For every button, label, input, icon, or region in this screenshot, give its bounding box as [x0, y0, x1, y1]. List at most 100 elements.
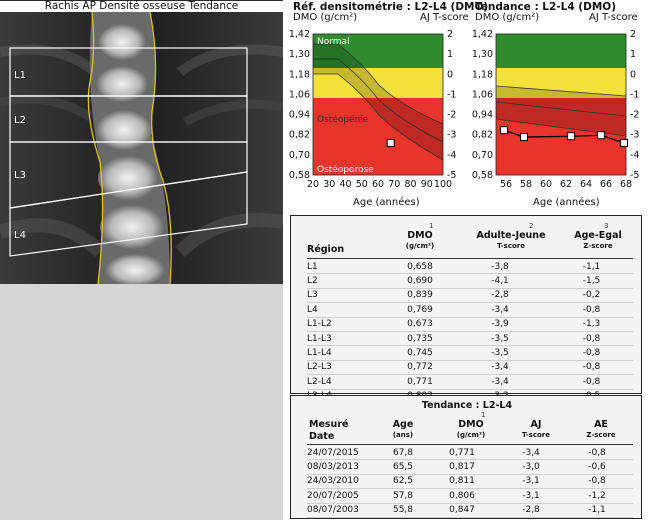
y-tick-label: 0,70: [472, 150, 493, 161]
zone-label-osteopenia: Ostéopénie: [317, 114, 369, 125]
z-score-cell: -1,5: [582, 276, 601, 287]
y2-tick-label: -2: [630, 110, 639, 121]
dmo-cell: 0,745: [407, 348, 433, 359]
x-tick-label: 90: [421, 179, 433, 190]
y-tick-label: 0,58: [472, 170, 493, 181]
y2-tick-label: -5: [630, 170, 639, 181]
zone-label-normal: Normal: [317, 37, 350, 47]
hdr-date: Date: [309, 431, 335, 442]
y2-tick-label: -2: [447, 110, 456, 121]
y2-tick-label: -4: [630, 150, 639, 161]
y-tick-label: 0,94: [472, 110, 493, 121]
t-score-cell: -3,1: [522, 490, 540, 501]
t-score-cell: -3,4: [491, 362, 509, 373]
col-num-1: 1: [429, 222, 434, 230]
trend-chart: 1,42 2 1,30 1 1,18 0 1,06 -1 0,94 -2 0,82 -3 0,70 -4 0…: [472, 29, 640, 190]
region-table-box: 1 2 3 DMO (g/cm²) Adulte-Jeune T-score A…: [290, 215, 642, 404]
date-cell: 24/07/2015: [307, 447, 359, 458]
empty-grey-area: [0, 284, 283, 520]
y-tick-label: 1,42: [289, 29, 310, 40]
trend-table-box: Tendance : L2-L4 1 Mesuré Date Age (ans)…: [290, 395, 642, 519]
z-score-cell: -0,8: [582, 333, 601, 344]
region-cell: L1-L3: [307, 333, 332, 344]
t-score-cell: -3,4: [491, 304, 509, 315]
table-row: L2-L3 0,772 -3,4 -0,8: [307, 360, 633, 375]
roi-label-l3: L3: [14, 170, 26, 181]
y-tick-label: 0,70: [289, 150, 310, 161]
y2-tick-label: 0: [630, 69, 636, 80]
x-tick-label: 20: [307, 179, 319, 190]
x-tick-label: 100: [434, 179, 452, 190]
trend-table-title: Tendance : L2-L4: [421, 400, 513, 411]
table-row: L2-L4 0,771 -3,4 -0,8: [307, 375, 633, 390]
t-score-cell: -3,5: [491, 348, 509, 359]
table-row: 08/03/2013 65,5 0,817 -3,0 -0,6: [307, 460, 633, 475]
trend-chart-right-unit: AJ T-score: [589, 12, 638, 23]
hdr-dmo: DMO: [407, 230, 433, 241]
y2-tick-label: -3: [630, 130, 639, 141]
t-score-cell: -3,5: [491, 333, 509, 344]
region-cell: L1-L2: [307, 319, 332, 330]
table-row: L4 0,769 -3,4 -0,8: [307, 303, 633, 318]
table-row: L1 0,658 -3,8 -1,1: [307, 260, 633, 274]
t-score-cell: -4,1: [491, 276, 509, 287]
z-score-cell: -1,1: [588, 505, 606, 516]
t-score-cell: -3,8: [491, 261, 509, 272]
dmo-cell: 0,673: [407, 319, 433, 330]
age-cell: 67,8: [392, 447, 414, 458]
hdr-aj: Adulte-Jeune: [476, 230, 546, 241]
table-row: 24/07/2015 67,8 0,771 -3,4 -0,8: [307, 446, 633, 460]
roi-label-l1: L1: [14, 70, 26, 81]
y2-tick-label: -3: [447, 130, 456, 141]
dmo-cell: 0,690: [407, 276, 433, 287]
data-point: [620, 138, 628, 147]
y-tick-label: 0,94: [289, 110, 310, 121]
ref-chart: 1,42 2 1,30 1 1,18 0 1,06 -1 0,94 -2 0,82 -3 0,70 -4 0…: [289, 29, 457, 190]
x-tick-label: 62: [560, 179, 572, 190]
y-tick-label: 0,82: [472, 130, 493, 141]
date-cell: 20/07/2005: [307, 490, 359, 501]
col-num-2: 2: [529, 222, 534, 230]
trend-table: 24/07/2015 67,8 0,771 -3,4 -0,8 08/03/2013 65,…: [307, 446, 633, 518]
y-tick-label: 1,06: [472, 89, 493, 100]
table-row: 20/07/2005 57,8 0,806 -3,1 -1,2: [307, 489, 633, 504]
x-tick-label: 58: [520, 179, 532, 190]
hdr-age: Age: [392, 419, 414, 430]
trend-chart-left-unit: DMO (g/cm²): [475, 12, 540, 23]
y2-tick-label: 1: [447, 49, 453, 60]
data-point: [386, 138, 395, 147]
trend-chart-title: Tendance : L2-L4 (DMO): [475, 1, 616, 13]
t-score-cell: -3,1: [522, 476, 540, 487]
dmo-cell: 0,847: [449, 505, 475, 516]
age-cell: 57,8: [392, 490, 414, 501]
region-table: L1 0,658 -3,8 -1,1 L2 0,690 -4,1 -1,5 L3 0,839 -2,…: [307, 260, 633, 404]
hdr-aj-sub: T-score: [497, 242, 525, 250]
table-row: L3 0,839 -2,8 -0,2: [307, 288, 633, 303]
z-score-cell: -1,1: [582, 261, 601, 272]
ref-chart-xlabel: Age (années): [353, 197, 420, 208]
z-score-cell: -0,2: [582, 290, 601, 301]
dmo-cell: 0,806: [449, 490, 475, 501]
y-tick-label: 1,42: [472, 29, 493, 40]
y2-tick-label: -4: [447, 150, 456, 161]
z-score-cell: -0,6: [588, 462, 606, 473]
y-tick-label: 1,30: [289, 49, 310, 60]
dmo-cell: 0,811: [449, 476, 475, 487]
age-cell: 65,5: [392, 462, 414, 473]
table-row: L1-L2 0,673 -3,9 -1,3: [307, 317, 633, 332]
age-cell: 62,5: [392, 476, 414, 487]
y2-tick-label: 2: [447, 29, 453, 40]
z-score-cell: -1,2: [588, 490, 606, 501]
t-score-cell: -3,0: [522, 462, 540, 473]
region-cell: L2-L4: [307, 376, 332, 387]
dmo-cell: 0,769: [407, 304, 433, 315]
table-row: L2 0,690 -4,1 -1,5: [307, 274, 633, 289]
dmo-cell: 0,771: [407, 376, 433, 387]
data-point: [520, 133, 528, 142]
zone-osteoporosis: [313, 98, 443, 175]
table-row: L1-L3 0,735 -3,5 -0,8: [307, 331, 633, 346]
y2-tick-label: -1: [630, 89, 639, 100]
x-tick-label: 40: [339, 179, 351, 190]
y2-tick-label: -1: [447, 89, 456, 100]
hdr-trend-dmo: DMO: [458, 419, 484, 430]
